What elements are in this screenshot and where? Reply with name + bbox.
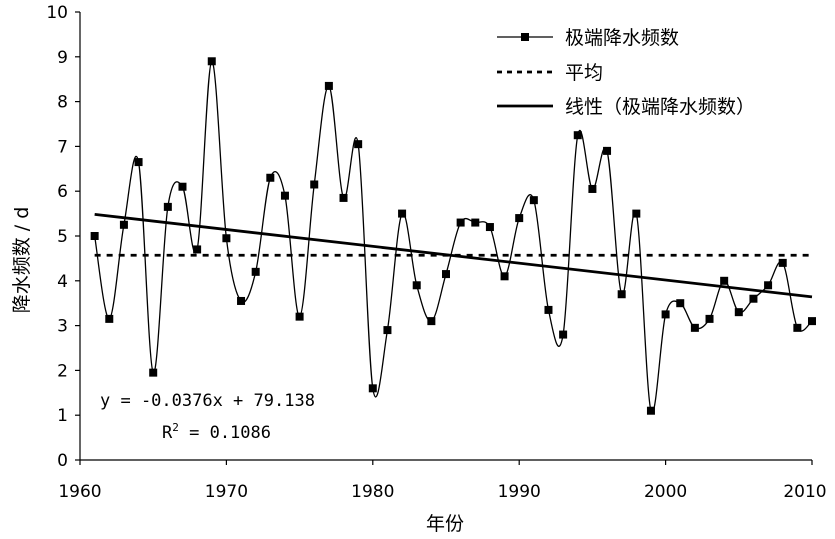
x-tick-label: 2000 <box>644 482 687 502</box>
data-point <box>237 296 246 305</box>
legend-label-trend: 线性（极端降水频数） <box>565 96 755 118</box>
data-point <box>398 209 407 218</box>
data-point <box>149 368 158 377</box>
data-point <box>193 245 202 254</box>
data-point <box>676 299 685 308</box>
data-point <box>515 214 524 223</box>
data-point <box>573 131 582 140</box>
x-ticks: 1960 1970 1980 1990 2000 2010 <box>58 460 827 502</box>
r-squared-value: = 0.1086 <box>179 423 271 443</box>
equation-text: y = -0.0376x + 79.138 <box>100 391 315 411</box>
data-point <box>383 326 392 335</box>
legend: 极端降水频数 平均 线性（极端降水频数） <box>497 27 755 118</box>
data-point <box>764 281 773 290</box>
x-tick-label: 1980 <box>351 482 394 502</box>
data-point <box>646 406 655 415</box>
data-point <box>412 281 421 290</box>
trend-line <box>94 212 813 299</box>
data-point <box>280 191 289 200</box>
data-point <box>808 317 816 326</box>
data-point <box>324 81 333 90</box>
data-point <box>485 223 494 232</box>
y-tick-label: 4 <box>57 272 68 292</box>
plot-series <box>90 57 816 415</box>
x-tick-label: 1990 <box>498 482 541 502</box>
data-point <box>178 182 187 191</box>
data-point <box>559 330 568 339</box>
data-point <box>778 258 787 267</box>
data-point <box>456 218 465 227</box>
x-tick-label: 1970 <box>205 482 248 502</box>
y-tick-label: 9 <box>57 48 68 68</box>
data-point <box>690 323 699 332</box>
data-point <box>661 310 670 319</box>
data-point <box>310 180 319 189</box>
data-point <box>90 232 99 240</box>
data-point <box>603 146 612 155</box>
data-point <box>588 184 597 193</box>
data-point <box>749 294 758 303</box>
x-tick-label: 1960 <box>58 482 101 502</box>
data-point <box>119 220 128 229</box>
y-tick-label: 8 <box>57 93 68 113</box>
data-point <box>617 290 626 299</box>
y-axis-title: 降水频数 / d <box>11 207 33 314</box>
data-point <box>251 267 260 276</box>
r-squared-text: R2 = 0.1086 <box>162 421 271 443</box>
legend-label-series: 极端降水频数 <box>565 27 679 49</box>
data-point <box>105 314 114 323</box>
legend-marker-series <box>521 33 529 41</box>
r-squared-label: R <box>162 423 173 443</box>
legend-item-trend: 线性（极端降水频数） <box>497 96 755 118</box>
legend-item-mean: 平均 <box>497 62 603 84</box>
data-point <box>500 272 509 281</box>
data-point <box>339 193 348 202</box>
data-point <box>134 158 143 167</box>
data-point <box>544 305 553 314</box>
data-point <box>354 140 363 149</box>
y-tick-label: 2 <box>57 361 68 381</box>
data-point <box>632 209 641 218</box>
y-tick-label: 7 <box>57 137 68 157</box>
data-point <box>222 234 231 243</box>
data-point <box>266 173 275 182</box>
data-point <box>295 312 304 321</box>
data-point <box>163 202 172 211</box>
data-point <box>442 270 450 279</box>
data-point <box>207 57 216 66</box>
data-point <box>471 218 480 227</box>
y-tick-label: 5 <box>57 227 68 247</box>
x-tick-label: 2010 <box>783 482 826 502</box>
data-point <box>529 196 538 205</box>
y-tick-label: 6 <box>57 182 68 202</box>
y-tick-label: 3 <box>57 317 68 337</box>
y-tick-label: 10 <box>46 3 68 23</box>
y-ticks: 0 1 2 3 4 5 6 7 8 9 10 <box>46 3 80 471</box>
regression-equation: y = -0.0376x + 79.138 R2 = 0.1086 <box>100 391 315 443</box>
r-squared-superscript: 2 <box>172 421 179 434</box>
legend-item-series: 极端降水频数 <box>497 27 679 49</box>
y-tick-label: 0 <box>57 451 68 471</box>
data-point <box>368 384 377 393</box>
data-point <box>793 323 802 332</box>
x-axis-title: 年份 <box>426 513 464 535</box>
data-point <box>427 317 436 326</box>
legend-label-mean: 平均 <box>565 62 603 84</box>
axes: 0 1 2 3 4 5 6 7 8 9 10 1960 1970 1980 1990 2000 2010 <box>46 3 826 502</box>
data-point <box>734 308 743 317</box>
y-tick-label: 1 <box>57 406 68 426</box>
data-point <box>705 314 714 323</box>
data-point <box>720 276 729 285</box>
